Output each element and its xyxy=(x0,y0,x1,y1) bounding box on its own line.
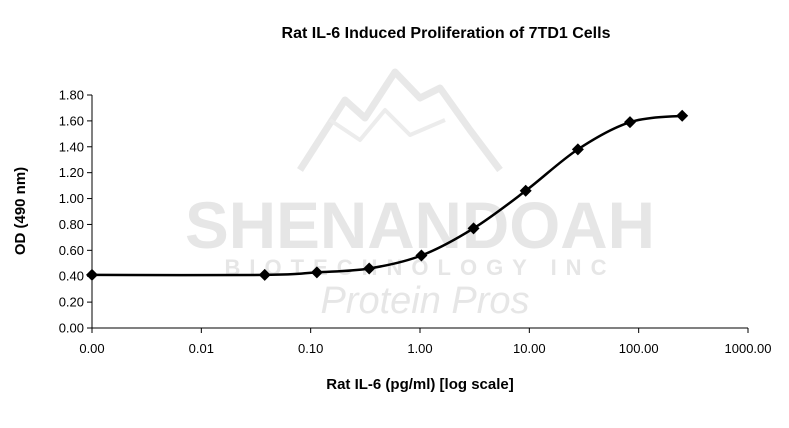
data-point-marker xyxy=(86,268,98,281)
y-tick-label: 0.80 xyxy=(59,217,84,232)
watermark-tagline: Protein Pros xyxy=(320,280,529,322)
data-point-marker xyxy=(676,109,689,122)
x-tick-label: 0.01 xyxy=(189,341,214,356)
x-tick-label: 1.00 xyxy=(407,341,432,356)
y-tick-label: 0.40 xyxy=(59,269,84,284)
y-tick-label: 0.00 xyxy=(59,321,84,336)
data-point-marker xyxy=(258,268,271,281)
watermark-company: SHENANDOAH xyxy=(185,188,655,262)
data-point-marker xyxy=(623,116,636,129)
x-tick-label: 0.10 xyxy=(298,341,323,356)
data-point-marker xyxy=(310,266,323,279)
data-point-marker xyxy=(467,222,480,235)
y-tick-label: 1.20 xyxy=(59,165,84,180)
x-tick-label: 1000.00 xyxy=(725,341,772,356)
x-axis-title: Rat IL-6 (pg/ml) [log scale] xyxy=(326,376,514,393)
data-point-marker xyxy=(363,262,376,275)
y-tick-label: 1.80 xyxy=(59,88,84,103)
data-point-marker xyxy=(571,143,584,156)
watermark-subtitle: BIOTECHNOLOGY INC xyxy=(225,255,616,280)
y-tick-label: 1.60 xyxy=(59,113,84,128)
x-tick-label: 100.00 xyxy=(619,341,659,356)
x-tick-label: 0.00 xyxy=(79,341,104,356)
x-tick-label: 10.00 xyxy=(513,341,546,356)
chart-title: Rat IL-6 Induced Proliferation of 7TD1 C… xyxy=(282,25,611,42)
y-tick-label: 0.20 xyxy=(59,295,84,310)
plot-area: 0.00 0.20 0.40 0.60 0.80 1.00 1.20 1.40 1.60 1.80… xyxy=(59,88,772,357)
y-tick-label: 1.40 xyxy=(59,139,84,154)
mountain-ridge-icon xyxy=(328,108,446,142)
watermark: SHENANDOAH BIOTECHNOLOGY INC Protein Pro… xyxy=(185,68,655,322)
data-point-marker xyxy=(519,184,532,197)
y-axis-title: OD (490 nm) xyxy=(12,167,29,255)
y-tick-label: 0.60 xyxy=(59,243,84,258)
y-tick-label: 1.00 xyxy=(59,191,84,206)
data-point-marker xyxy=(415,249,428,262)
mountain-logo-icon xyxy=(297,68,503,173)
